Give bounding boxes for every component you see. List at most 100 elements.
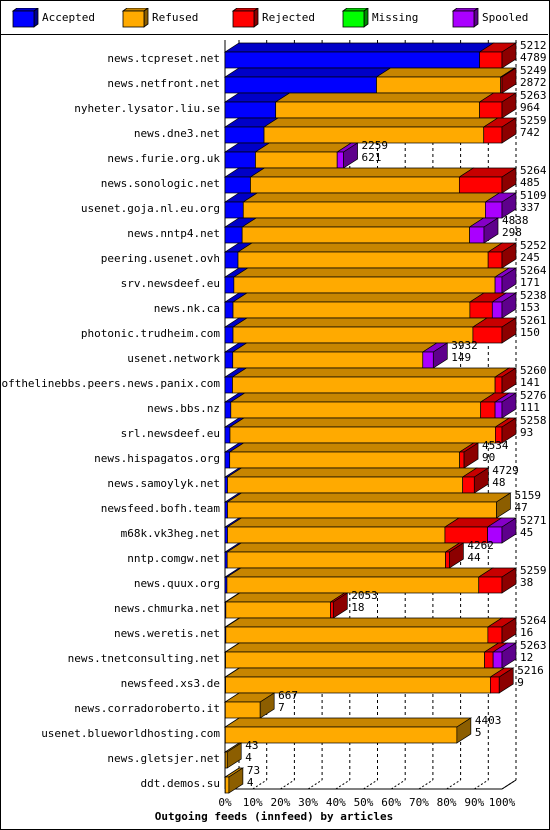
legend-label: Missing bbox=[372, 11, 419, 24]
x-tick-label: 40% bbox=[326, 796, 346, 809]
bar-segment-accepted bbox=[223, 192, 259, 219]
category-label: usenet.blueworldhosting.com bbox=[41, 727, 220, 740]
total-label: 5212 bbox=[520, 39, 547, 52]
bar-segment-rejected bbox=[486, 617, 518, 644]
accepted-label: 38 bbox=[520, 576, 533, 589]
bar-segment-refused bbox=[274, 92, 495, 119]
bar-segment-refused bbox=[228, 417, 511, 444]
bar-segment-refused bbox=[226, 517, 461, 544]
bar-segment-rejected bbox=[482, 117, 518, 144]
bar-segment-rejected bbox=[499, 67, 518, 94]
bar-segment-refused bbox=[240, 217, 485, 244]
total-label: 5259 bbox=[520, 114, 547, 127]
accepted-label: 16 bbox=[520, 626, 533, 639]
bar-segment-rejected bbox=[471, 317, 518, 344]
accepted-label: 12 bbox=[520, 651, 533, 664]
accepted-label: 150 bbox=[520, 326, 540, 339]
chart-legend: Accepted Refused Rejected Missing Spooled bbox=[0, 0, 548, 35]
accepted-label: 149 bbox=[451, 351, 471, 364]
category-label: news.netfront.net bbox=[107, 77, 220, 90]
x-tick-label: 80% bbox=[437, 796, 457, 809]
total-label: 4729 bbox=[492, 464, 519, 477]
total-label: 2053 bbox=[351, 589, 378, 602]
total-label: 5271 bbox=[520, 514, 547, 527]
legend-swatch bbox=[11, 8, 39, 28]
category-label: peering.usenet.ovh bbox=[101, 252, 220, 265]
bar-segment-refused bbox=[231, 292, 486, 319]
bar-segment-rejected bbox=[461, 467, 490, 494]
accepted-label: 337 bbox=[520, 201, 540, 214]
total-label: 667 bbox=[278, 689, 298, 702]
category-label: news.tnetconsulting.net bbox=[68, 652, 220, 665]
bar-segment-refused bbox=[224, 767, 245, 794]
accepted-label: 2872 bbox=[520, 76, 547, 89]
bar-segment-accepted bbox=[223, 167, 266, 194]
bar-segment-refused bbox=[249, 167, 475, 194]
category-label: newsfeed.bofh.team bbox=[101, 502, 221, 515]
total-label: 4403 bbox=[475, 714, 502, 727]
bar-row: endofthelinebbs.peers.news.panix.com 5260… bbox=[0, 364, 547, 394]
bar-segment-refused bbox=[375, 67, 516, 94]
bar-segment-accepted bbox=[223, 92, 291, 119]
category-label: nyheter.lysator.liu.se bbox=[74, 102, 220, 115]
category-label: news.gletsjer.net bbox=[107, 752, 220, 765]
bar-segment-refused bbox=[224, 692, 276, 719]
total-label: 5259 bbox=[520, 564, 547, 577]
total-label: 5252 bbox=[520, 239, 547, 252]
total-label: 5260 bbox=[520, 364, 547, 377]
legend-label: Refused bbox=[152, 11, 199, 24]
bar-segment-refused bbox=[226, 467, 478, 494]
bar-segment-refused bbox=[228, 442, 475, 469]
category-label: news.quux.org bbox=[134, 577, 220, 590]
accepted-label: 171 bbox=[520, 276, 540, 289]
category-label: news.corradoroberto.it bbox=[74, 702, 220, 715]
bar-segment-refused bbox=[232, 267, 511, 294]
bar-row: ddt.demos.su 734 bbox=[141, 764, 260, 794]
bar-segment-accepted bbox=[223, 242, 254, 269]
category-label: ddt.demos.su bbox=[141, 777, 220, 790]
total-label: 5261 bbox=[520, 314, 547, 327]
bar-segment-rejected bbox=[478, 42, 518, 69]
x-tick-label: 70% bbox=[409, 796, 429, 809]
total-label: 5109 bbox=[520, 189, 547, 202]
category-label: news.tcpreset.net bbox=[107, 52, 220, 65]
bar-segment-accepted bbox=[223, 42, 495, 69]
bar-segment-refused bbox=[224, 667, 506, 694]
accepted-label: 621 bbox=[362, 151, 382, 164]
bar-segment-rejected bbox=[458, 442, 480, 469]
total-label: 3932 bbox=[451, 339, 478, 352]
accepted-label: 44 bbox=[467, 551, 481, 564]
category-label: news.chmurka.net bbox=[114, 602, 220, 615]
category-label: newsfeed.xs3.de bbox=[121, 677, 220, 690]
bar-segment-refused bbox=[231, 317, 489, 344]
bar-segment-rejected bbox=[486, 242, 518, 269]
bar-segment-refused bbox=[224, 592, 346, 619]
accepted-label: 18 bbox=[351, 601, 364, 614]
bar-segment-spooled bbox=[486, 517, 518, 544]
accepted-label: 4789 bbox=[520, 51, 547, 64]
bar-row: news.gletsjer.net 434 bbox=[107, 739, 258, 769]
bar-segment-accepted bbox=[223, 117, 280, 144]
legend-swatch bbox=[231, 8, 259, 28]
category-label: news.bbs.nz bbox=[147, 402, 220, 415]
category-label: news.samoylyk.net bbox=[107, 477, 220, 490]
accepted-label: 153 bbox=[520, 301, 540, 314]
